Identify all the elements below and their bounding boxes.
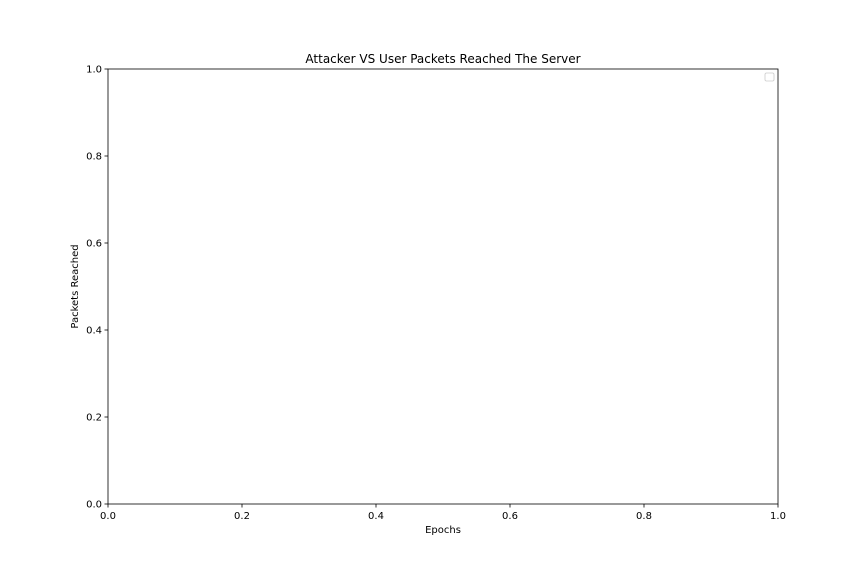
y-axis-ticks: 0.0 0.2 0.4 0.6 0.8 1.0	[86, 65, 108, 511]
plot-frame	[107, 68, 779, 505]
plot-background	[108, 69, 778, 504]
legend	[764, 72, 775, 82]
y-axis-label: Packets Reached	[70, 244, 81, 328]
y-tick-label: 0.2	[86, 413, 102, 424]
plot-area	[107, 68, 779, 505]
x-tick-label: 1.0	[770, 511, 786, 522]
x-tick-label: 0.2	[234, 511, 250, 522]
x-axis-ticks: 0.0 0.2 0.4 0.6 0.8 1.0	[100, 504, 786, 522]
y-tick-label: 0.4	[86, 326, 102, 337]
y-tick-label: 0.0	[86, 500, 102, 511]
x-axis-label: Epochs	[425, 525, 461, 536]
x-tick-label: 0.0	[100, 511, 116, 522]
x-tick-label: 0.4	[368, 511, 384, 522]
y-tick-label: 0.8	[86, 152, 102, 163]
x-tick-label: 0.8	[636, 511, 652, 522]
y-tick-label: 1.0	[86, 65, 102, 76]
y-tick-label: 0.6	[86, 239, 102, 250]
x-tick-label: 0.6	[502, 511, 518, 522]
chart-title: Attacker VS User Packets Reached The Ser…	[305, 52, 580, 66]
legend-box	[764, 72, 775, 82]
